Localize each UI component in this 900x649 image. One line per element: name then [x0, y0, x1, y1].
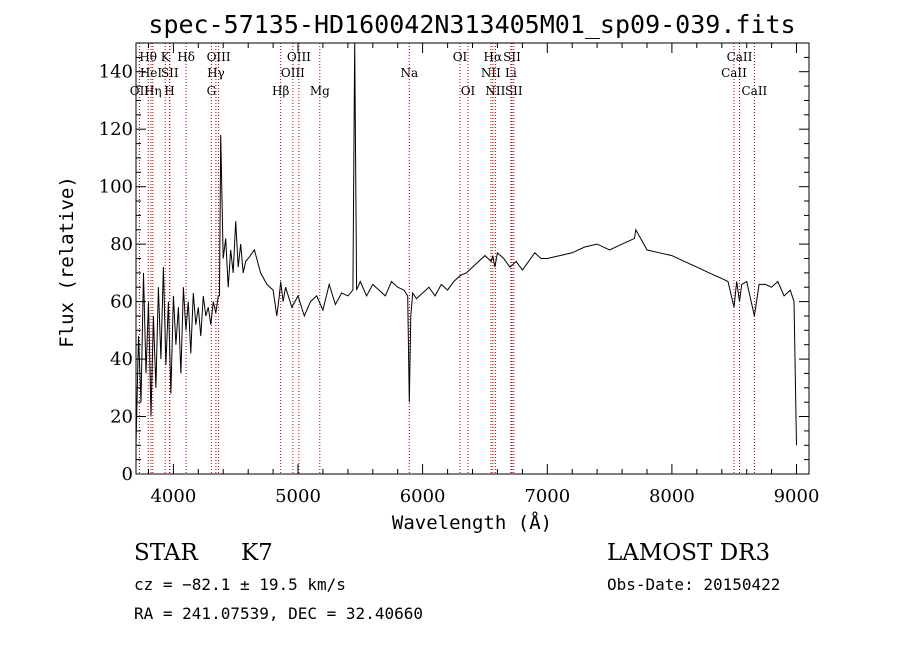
- line-marker-label: OII: [130, 84, 150, 98]
- line-marker-label: Na: [400, 66, 418, 80]
- plot-frame: [135, 42, 810, 475]
- spectrum-line: [135, 42, 797, 446]
- x-tick-label: 4000: [150, 486, 196, 507]
- y-tick-label: 140: [99, 62, 133, 83]
- line-marker-labels: OII Hθ HeI Hη K SII H Hδ G Hγ OIII Hβ OIII OIII Mg Na OI…: [130, 50, 768, 98]
- line-marker-label: OIII: [207, 50, 231, 64]
- line-marker-label: CaII: [721, 66, 747, 80]
- line-marker-label: OIII: [281, 66, 305, 80]
- line-marker-label: OI: [461, 84, 476, 98]
- redshift-cz: cz = −82.1 ± 19.5 km/s: [134, 575, 346, 594]
- object-subclass: K7: [241, 540, 273, 566]
- x-tick-label: 8000: [649, 486, 695, 507]
- x-tick-label: 7000: [524, 486, 570, 507]
- ra-dec: RA = 241.07539, DEC = 32.40660: [134, 604, 423, 623]
- axis-ticks: [136, 43, 809, 475]
- line-marker-label: Hγ: [207, 66, 225, 80]
- tick-labels: 4000 5000 6000 7000 8000 9000 0 20 40 60 80 100 120 1…: [99, 62, 820, 507]
- survey-name: LAMOST DR3: [607, 540, 770, 566]
- line-marker-label: K: [161, 50, 171, 64]
- x-tick-label: 6000: [400, 486, 446, 507]
- x-tick-label: 5000: [275, 486, 321, 507]
- obs-date: Obs-Date: 20150422: [607, 575, 780, 594]
- line-marker-label: CaII: [727, 50, 753, 64]
- line-marker-label: OIII: [287, 50, 311, 64]
- line-marker-label: SII: [503, 50, 521, 64]
- line-marker-label: HeI: [140, 66, 163, 80]
- y-tick-label: 20: [110, 407, 133, 428]
- x-tick-label: 9000: [774, 486, 820, 507]
- plot-area: [135, 42, 810, 475]
- chart-title: spec-57135-HD160042N313405M01_sp09-039.f…: [148, 10, 795, 39]
- line-marker-label: Hθ: [139, 50, 157, 64]
- x-axis-label: Wavelength (Å): [392, 511, 552, 534]
- line-marker-label: SII: [161, 66, 179, 80]
- line-marker-label: Hα: [484, 50, 503, 64]
- line-marker-label: NII: [485, 84, 505, 98]
- y-tick-label: 120: [99, 119, 133, 140]
- y-tick-label: 100: [99, 177, 133, 198]
- line-marker-label: SII: [505, 84, 523, 98]
- line-marker-label: CaII: [741, 84, 767, 98]
- line-marker-label: OI: [453, 50, 468, 64]
- line-marker-label: Hδ: [177, 50, 195, 64]
- line-marker-label: NII: [481, 66, 501, 80]
- line-marker-label: Hβ: [272, 84, 289, 98]
- y-tick-label: 60: [110, 292, 133, 313]
- line-marker-label: Mg: [310, 84, 330, 98]
- line-marker-label: G: [207, 84, 217, 98]
- line-marker-label: Hη: [144, 84, 162, 98]
- y-tick-label: 40: [110, 349, 133, 370]
- y-tick-label: 0: [122, 464, 133, 485]
- object-class: STAR: [134, 540, 198, 566]
- line-marker-label: Li: [505, 66, 517, 80]
- y-axis-label: Flux (relative): [56, 176, 78, 348]
- y-tick-label: 80: [110, 234, 133, 255]
- line-marker-label: H: [164, 84, 174, 98]
